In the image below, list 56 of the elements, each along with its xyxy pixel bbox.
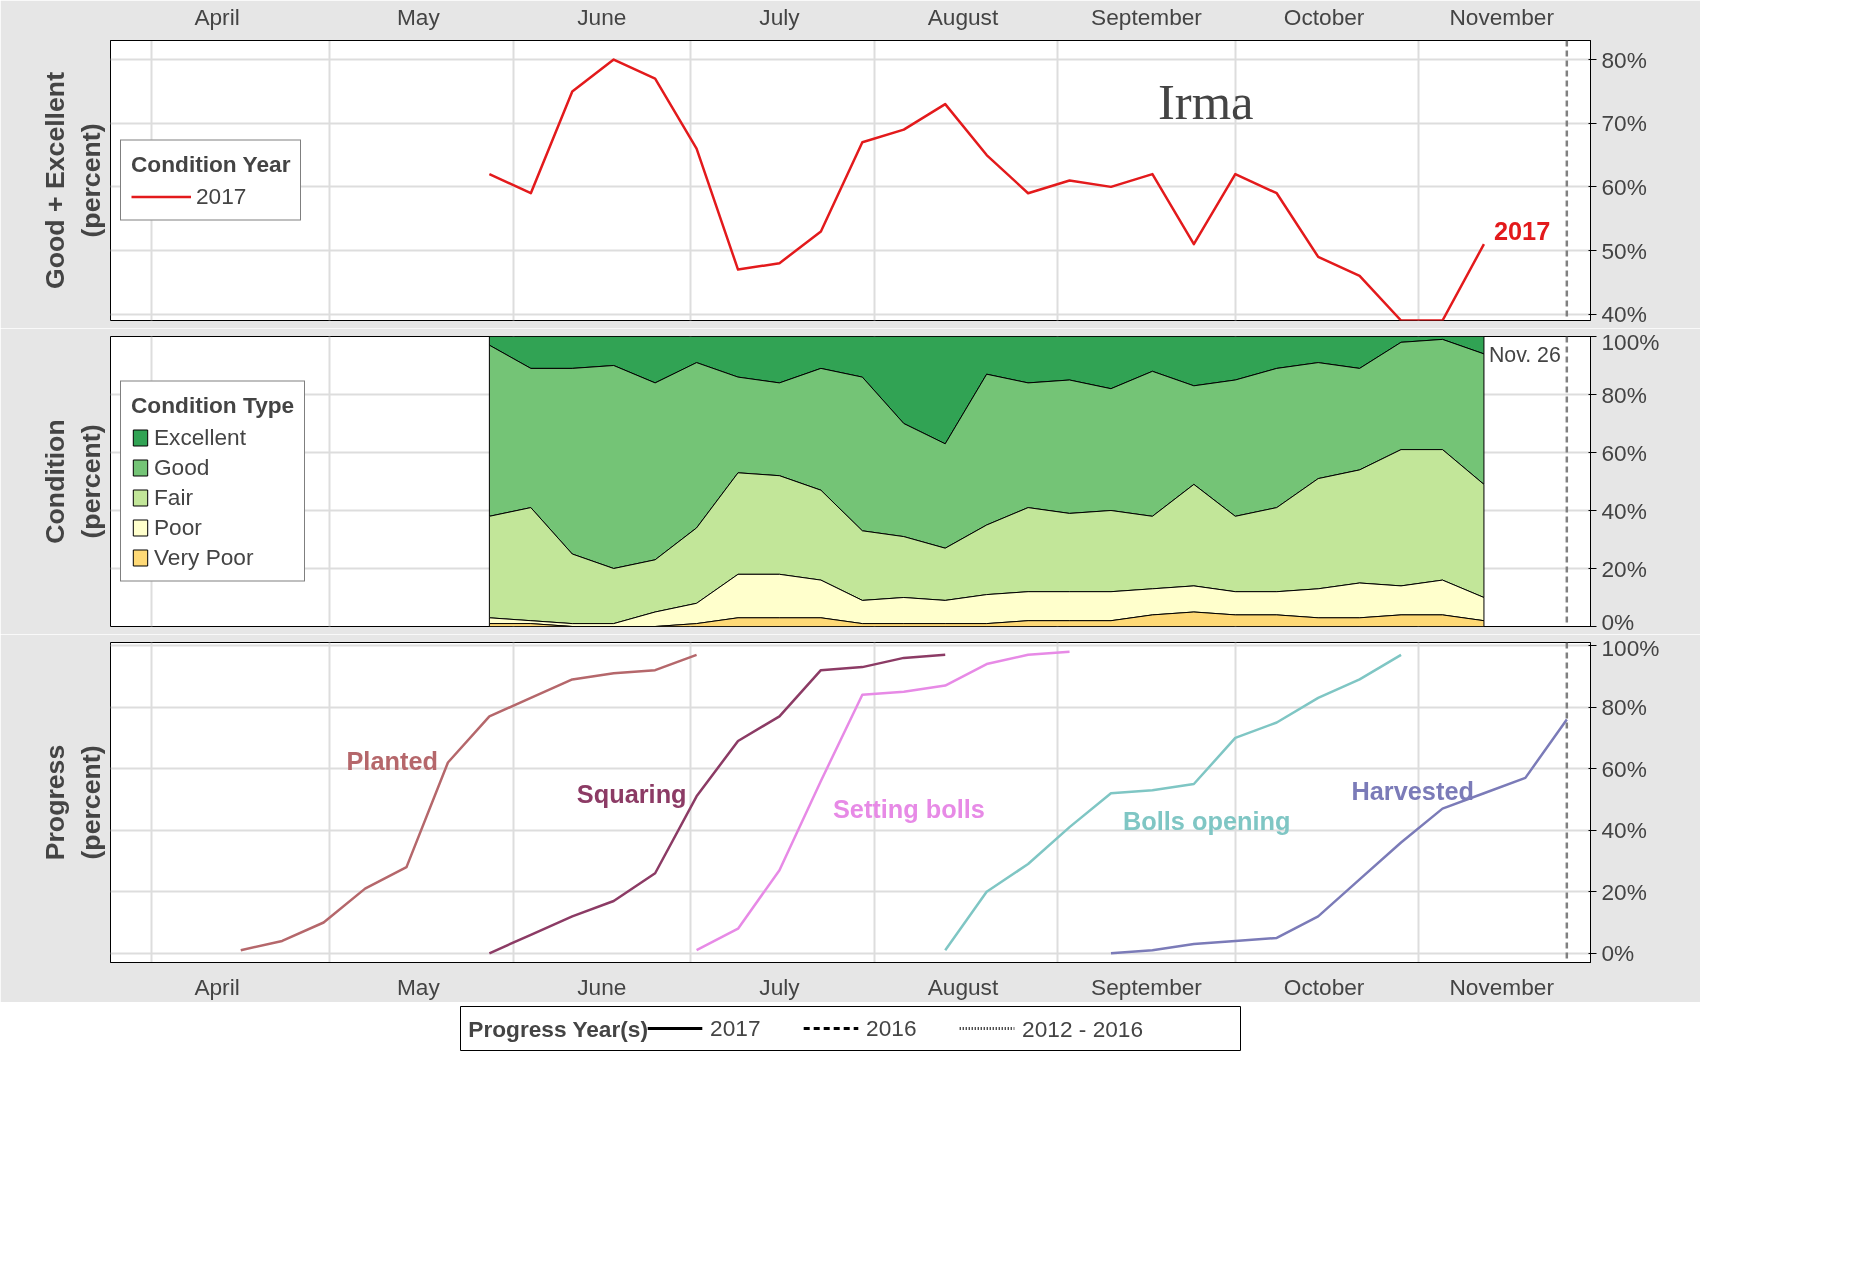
- x-tick-label: July: [759, 3, 801, 30]
- series-label: Planted: [346, 746, 438, 775]
- y-tick-label: 80%: [1601, 694, 1647, 721]
- x-tick-label: May: [396, 973, 441, 1000]
- legend-label: 2017: [196, 182, 247, 210]
- x-tick-label: October: [1283, 3, 1365, 30]
- legend-label: 2012 - 2016: [1022, 1015, 1144, 1042]
- series-label: Setting bolls: [832, 794, 985, 823]
- y-tick-label: 20%: [1601, 555, 1647, 582]
- x-tick-label: September: [1091, 973, 1203, 1000]
- y-axis-title: Condition (percent): [39, 419, 106, 544]
- x-tick-label: October: [1283, 973, 1365, 1000]
- y-tick-label: 0%: [1601, 608, 1635, 635]
- x-tick-label: April: [194, 3, 240, 30]
- x-tick-label: November: [1449, 3, 1555, 30]
- series-label: Bolls opening: [1122, 807, 1291, 836]
- legend-title: Condition Type: [131, 391, 295, 419]
- y-tick-label: 100%: [1601, 634, 1660, 661]
- y-tick-label: 100%: [1601, 328, 1660, 355]
- legend-label: Good: [154, 453, 210, 481]
- legend-label: Poor: [154, 513, 202, 541]
- legend-label: 2016: [866, 1015, 917, 1041]
- x-tick-label: May: [396, 3, 441, 30]
- y-tick-label: 70%: [1601, 110, 1647, 137]
- y-tick-label: 80%: [1601, 46, 1647, 73]
- x-tick-label: August: [927, 973, 999, 1000]
- y-tick-label: 20%: [1601, 878, 1647, 905]
- y-tick-label: 60%: [1601, 755, 1647, 782]
- y-tick-label: 60%: [1601, 173, 1647, 200]
- legend-label: Very Poor: [154, 543, 254, 571]
- y-axis-title: Progress (percent): [39, 744, 106, 861]
- y-tick-label: 80%: [1601, 381, 1647, 408]
- ref-line-label: Nov. 26: [1488, 342, 1561, 367]
- x-tick-label: September: [1091, 3, 1203, 30]
- legend-label: 2017: [710, 1015, 761, 1041]
- y-tick-label: 40%: [1601, 817, 1647, 844]
- legend-title: Condition Year: [131, 150, 291, 178]
- y-tick-label: 40%: [1601, 301, 1647, 328]
- x-tick-label: April: [194, 973, 240, 1000]
- legend-title: Progress Year(s): [468, 1015, 648, 1042]
- y-tick-label: 0%: [1601, 940, 1635, 967]
- y-tick-label: 50%: [1601, 237, 1647, 264]
- x-tick-label: June: [577, 3, 627, 30]
- y-tick-label: 60%: [1601, 439, 1647, 466]
- x-tick-label: November: [1449, 973, 1555, 1000]
- y-tick-label: 40%: [1601, 497, 1647, 524]
- legend-label: Fair: [154, 483, 194, 511]
- x-tick-label: July: [759, 973, 801, 1000]
- text: 2017: [1493, 217, 1551, 246]
- annotation: Irma: [1157, 74, 1254, 131]
- x-tick-label: August: [927, 3, 999, 30]
- legend-label: Excellent: [154, 423, 246, 451]
- x-tick-label: June: [577, 973, 627, 1000]
- series-label: Squaring: [576, 780, 687, 809]
- series-label: Harvested: [1351, 777, 1474, 806]
- y-axis-title: Good + Excellent (percent): [39, 71, 106, 290]
